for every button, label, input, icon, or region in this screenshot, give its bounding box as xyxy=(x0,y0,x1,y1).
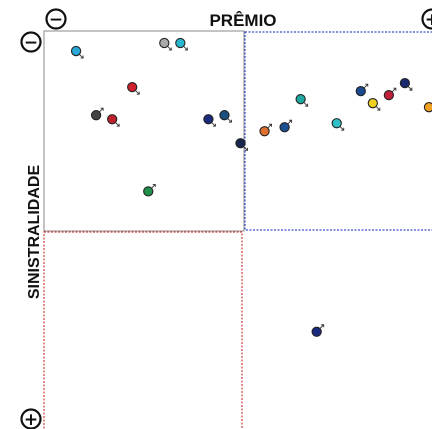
y-axis-title: SINISTRALIDADE xyxy=(26,165,43,300)
data-point xyxy=(331,118,345,131)
quadrant-top-left-frame xyxy=(43,30,245,232)
data-point xyxy=(219,110,232,123)
data-point-marker xyxy=(295,94,306,105)
x-high-marker-sign: + xyxy=(425,10,432,30)
trend-up-icon xyxy=(319,324,325,330)
data-point-marker xyxy=(331,118,342,129)
y-low-marker: + xyxy=(20,408,42,429)
y-low-marker-sign: + xyxy=(24,410,38,429)
data-point-marker xyxy=(203,114,214,125)
data-point xyxy=(399,77,413,91)
trend-down-icon xyxy=(243,145,248,151)
trend-up-icon xyxy=(287,119,293,125)
data-point xyxy=(295,94,309,107)
data-point xyxy=(383,87,397,101)
data-point-marker xyxy=(219,110,230,121)
data-point xyxy=(127,81,140,95)
data-point-marker xyxy=(311,326,322,337)
quadrant-bottom-left-frame xyxy=(43,231,243,429)
x-low-marker-sign: − xyxy=(49,10,63,30)
trend-down-icon xyxy=(166,45,172,51)
data-point xyxy=(259,123,272,137)
trend-up-icon xyxy=(391,87,397,93)
x-low-marker: − xyxy=(45,8,67,30)
data-point-marker xyxy=(279,122,290,133)
trend-up-icon xyxy=(150,183,156,189)
data-point-marker xyxy=(127,81,138,93)
trend-down-icon xyxy=(134,89,140,95)
data-points xyxy=(70,37,432,337)
data-point xyxy=(159,37,172,51)
trend-down-icon xyxy=(211,121,216,127)
data-point-marker xyxy=(383,90,395,101)
data-point-marker xyxy=(70,45,82,57)
y-high-marker: − xyxy=(20,31,42,53)
data-point xyxy=(367,98,381,111)
data-point xyxy=(279,119,293,133)
trend-up-icon xyxy=(98,107,104,113)
data-point-marker xyxy=(175,37,186,49)
data-point-marker xyxy=(235,138,246,149)
data-point xyxy=(175,37,188,51)
data-point-marker xyxy=(107,114,118,125)
quadrant-top-right-frame xyxy=(244,31,432,231)
data-point-marker xyxy=(399,77,411,89)
trend-down-icon xyxy=(407,85,413,91)
data-point xyxy=(90,107,104,121)
trend-down-icon xyxy=(303,101,309,107)
trend-up-icon xyxy=(267,123,272,129)
data-point xyxy=(355,83,369,97)
trend-up-icon xyxy=(363,83,369,89)
data-point-marker xyxy=(355,86,366,97)
data-point-marker xyxy=(143,186,154,197)
x-axis-title: PRÊMIO xyxy=(209,11,276,30)
trend-down-icon xyxy=(375,105,381,111)
trend-down-icon xyxy=(227,117,232,123)
data-point xyxy=(311,324,325,337)
data-point xyxy=(70,45,84,59)
data-point xyxy=(143,183,156,197)
trend-down-icon xyxy=(114,121,120,127)
trend-down-icon xyxy=(183,45,188,51)
data-point xyxy=(107,114,120,127)
data-point xyxy=(235,138,248,151)
trend-down-icon xyxy=(78,53,84,59)
y-high-marker-sign: − xyxy=(24,33,38,53)
data-point-marker xyxy=(367,98,378,109)
data-point-marker xyxy=(159,37,170,49)
data-point xyxy=(203,114,216,127)
data-point-marker xyxy=(90,110,102,121)
data-point-marker xyxy=(259,126,270,137)
data-point xyxy=(423,102,432,113)
data-point-marker xyxy=(423,102,432,113)
trend-down-icon xyxy=(339,125,345,131)
x-high-marker: + xyxy=(421,8,432,30)
